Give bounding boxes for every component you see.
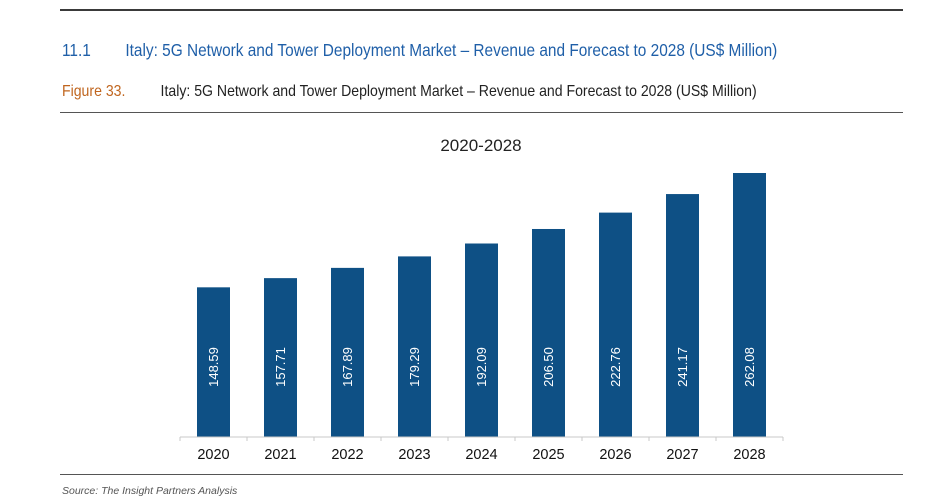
figure-caption: Figure 33. Italy: 5G Network and Tower De… xyxy=(62,83,757,101)
data-label-2025: 206.50 xyxy=(541,347,556,387)
bar-2023 xyxy=(398,256,431,437)
data-label-2024: 192.09 xyxy=(474,347,489,387)
x-axis-labels: 2020 2021 2022 2023 2024 2025 2026 2027 2028 xyxy=(197,447,765,463)
bar-2026 xyxy=(599,212,632,437)
bar-2021 xyxy=(264,278,297,437)
x-tick-label-2026: 2026 xyxy=(599,447,631,463)
bar-2027 xyxy=(666,194,699,437)
bottom-rule xyxy=(60,474,903,475)
x-tick-label-2020: 2020 xyxy=(197,447,229,463)
bar-2028 xyxy=(733,173,766,437)
x-tick-label-2025: 2025 xyxy=(532,447,564,463)
x-tick-label-2023: 2023 xyxy=(398,447,430,463)
x-tick-label-2021: 2021 xyxy=(264,447,296,463)
data-label-2028: 262.08 xyxy=(742,347,757,387)
section-heading: 11.1 Italy: 5G Network and Tower Deployme… xyxy=(62,40,777,61)
data-label-2027: 241.17 xyxy=(675,347,690,387)
top-rule xyxy=(60,9,903,11)
x-tick-label-2024: 2024 xyxy=(465,447,497,463)
x-axis-ticks xyxy=(179,437,784,441)
data-label-2022: 167.89 xyxy=(340,347,355,387)
bar-2020 xyxy=(197,287,230,437)
x-tick-label-2028: 2028 xyxy=(733,447,765,463)
section-number: 11.1 xyxy=(62,40,91,60)
chart-title: 2020-2028 xyxy=(440,136,521,155)
data-label-2020: 148.59 xyxy=(206,347,221,387)
figure-label: Figure 33. xyxy=(62,83,126,100)
source-note: Source: The Insight Partners Analysis xyxy=(62,485,238,497)
x-tick-label-2022: 2022 xyxy=(331,447,363,463)
bar-2022 xyxy=(331,267,364,437)
data-label-2026: 222.76 xyxy=(608,347,623,387)
section-title: Italy: 5G Network and Tower Deployment M… xyxy=(125,40,778,60)
data-label-2023: 179.29 xyxy=(407,347,422,387)
caption-rule xyxy=(60,112,903,113)
data-label-2021: 157.71 xyxy=(273,347,288,387)
figure-title: Italy: 5G Network and Tower Deployment M… xyxy=(160,83,757,100)
bar-2025 xyxy=(532,228,565,437)
x-tick-label-2027: 2027 xyxy=(666,447,698,463)
bar-2024 xyxy=(465,243,498,437)
bars-group: 148.59 157.71 167.89 179.29 192.09 206.50 222.… xyxy=(197,173,766,437)
